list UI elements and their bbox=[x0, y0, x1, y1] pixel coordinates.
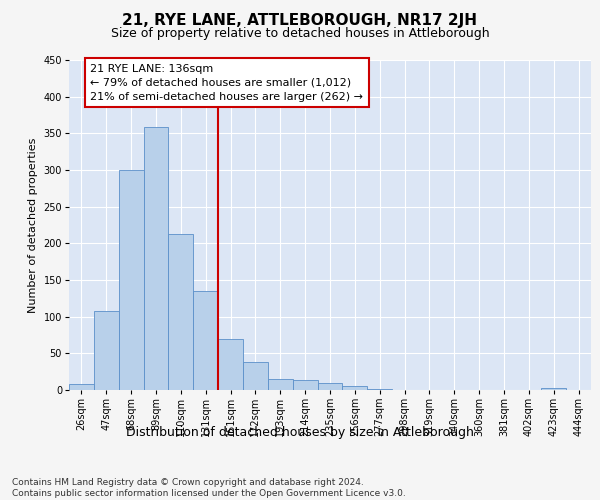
Bar bbox=[268, 379, 293, 390]
Bar bbox=[293, 380, 317, 390]
Bar bbox=[193, 291, 218, 390]
Y-axis label: Number of detached properties: Number of detached properties bbox=[28, 138, 38, 312]
Bar bbox=[367, 388, 392, 390]
Text: 21, RYE LANE, ATTLEBOROUGH, NR17 2JH: 21, RYE LANE, ATTLEBOROUGH, NR17 2JH bbox=[122, 12, 478, 28]
Bar bbox=[317, 382, 343, 390]
Bar bbox=[119, 170, 143, 390]
Bar bbox=[143, 128, 169, 390]
Bar bbox=[541, 388, 566, 390]
Text: Contains HM Land Registry data © Crown copyright and database right 2024.
Contai: Contains HM Land Registry data © Crown c… bbox=[12, 478, 406, 498]
Bar bbox=[69, 384, 94, 390]
Bar bbox=[94, 311, 119, 390]
Text: 21 RYE LANE: 136sqm
← 79% of detached houses are smaller (1,012)
21% of semi-det: 21 RYE LANE: 136sqm ← 79% of detached ho… bbox=[90, 64, 363, 102]
Text: Distribution of detached houses by size in Attleborough: Distribution of detached houses by size … bbox=[126, 426, 474, 439]
Bar bbox=[218, 338, 243, 390]
Text: Size of property relative to detached houses in Attleborough: Size of property relative to detached ho… bbox=[110, 28, 490, 40]
Bar bbox=[169, 234, 193, 390]
Bar bbox=[243, 362, 268, 390]
Bar bbox=[343, 386, 367, 390]
